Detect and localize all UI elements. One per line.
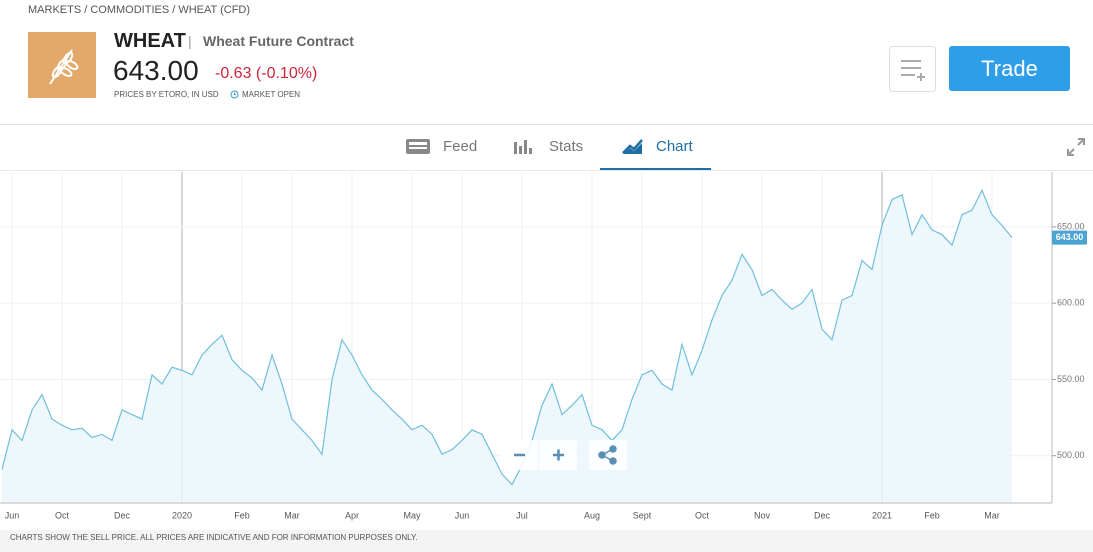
y-tick-label: 650.00 — [1057, 221, 1085, 231]
y-tick-label: 500.00 — [1057, 450, 1085, 460]
market-status: MARKET OPEN — [242, 90, 301, 99]
clock-icon — [230, 90, 239, 99]
x-tick-label: Feb — [924, 510, 940, 520]
current-price-label: 643.00 — [1056, 232, 1084, 242]
price: 643.00 — [113, 55, 199, 86]
y-tick-label: 600.00 — [1057, 298, 1085, 308]
instrument-name: Wheat Future Contract — [203, 33, 354, 49]
price-change: -0.63 (-0.10%) — [215, 65, 318, 82]
divider — [0, 170, 1093, 171]
stats-icon — [514, 140, 532, 154]
tab-underline — [600, 168, 711, 170]
feed-icon — [406, 139, 430, 154]
fullscreen-button[interactable] — [1066, 137, 1086, 157]
tab[interactable]: Stats — [549, 138, 584, 155]
instrument-icon — [28, 32, 96, 98]
x-tick-label: Jun — [455, 510, 470, 520]
breadcrumb[interactable]: MARKETS / COMMODITIES / WHEAT (CFD) — [28, 4, 251, 16]
y-tick-label: 550.00 — [1057, 374, 1085, 384]
x-tick-label: Mar — [984, 510, 1000, 520]
area — [2, 190, 1012, 504]
x-tick-label: Nov — [754, 510, 771, 520]
x-tick-label: Feb — [234, 510, 250, 520]
separator: | — [188, 33, 192, 49]
x-tick-label: Mar — [284, 510, 300, 520]
price-source: PRICES BY ETORO, IN USD — [114, 90, 219, 99]
x-tick-label: Jun — [5, 510, 20, 520]
tab-active[interactable]: Chart — [656, 138, 693, 155]
x-tick-label: Apr — [345, 510, 359, 520]
x-tick-label: Sept — [633, 510, 652, 520]
x-tick-label: 2020 — [172, 510, 192, 520]
disclaimer: CHARTS SHOW THE SELL PRICE. ALL PRICES A… — [10, 533, 418, 542]
share-button[interactable] — [589, 440, 627, 470]
footer-bar — [0, 530, 1093, 552]
x-tick-label: Aug — [584, 510, 600, 520]
trade-button[interactable]: Trade — [949, 46, 1070, 91]
x-tick-label: Dec — [114, 510, 131, 520]
chart-icon — [622, 139, 643, 154]
x-tick-label: Oct — [695, 510, 710, 520]
tab[interactable]: Feed — [443, 138, 478, 155]
x-tick-label: 2021 — [872, 510, 892, 520]
zoom-controls — [500, 440, 627, 470]
current-price-tag — [1052, 230, 1087, 245]
x-tick-label: Jul — [516, 510, 528, 520]
x-tick-label: Dec — [814, 510, 831, 520]
x-tick-label: May — [403, 510, 421, 520]
price-line — [1, 188, 1013, 486]
symbol: WHEAT — [114, 30, 186, 52]
watchlist-button[interactable] — [889, 46, 936, 92]
x-tick-label: Oct — [55, 510, 70, 520]
divider — [0, 124, 1093, 125]
